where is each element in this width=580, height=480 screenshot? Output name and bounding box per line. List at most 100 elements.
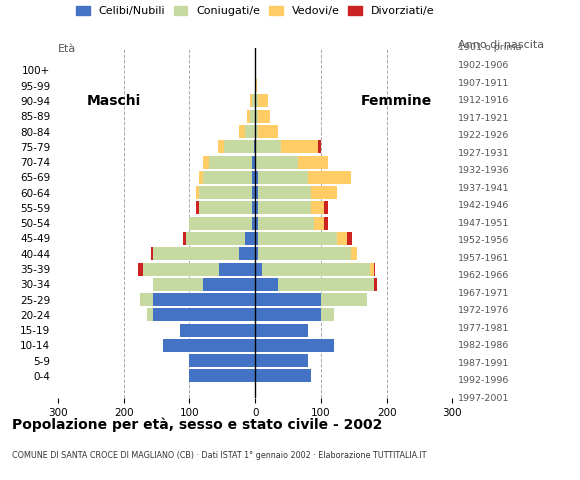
Legend: Celibi/Nubili, Coniugati/e, Vedovi/e, Divorziati/e: Celibi/Nubili, Coniugati/e, Vedovi/e, Di… <box>77 6 434 16</box>
Bar <box>255 293 321 306</box>
Bar <box>324 216 328 230</box>
Bar <box>153 308 255 322</box>
Text: COMUNE DI SANTA CROCE DI MAGLIANO (CB) · Dati ISTAT 1° gennaio 2002 · Elaborazio: COMUNE DI SANTA CROCE DI MAGLIANO (CB) ·… <box>12 451 426 460</box>
Bar <box>259 186 311 199</box>
Bar <box>281 140 318 153</box>
Text: 1922-1926: 1922-1926 <box>458 131 510 140</box>
Bar <box>254 140 255 153</box>
Bar <box>219 263 255 276</box>
Text: 1957-1961: 1957-1961 <box>458 254 510 263</box>
Bar <box>321 308 334 322</box>
Bar <box>186 232 245 245</box>
Bar <box>255 140 281 153</box>
Bar <box>252 171 255 184</box>
Bar <box>153 278 202 291</box>
Bar <box>202 156 209 168</box>
Bar <box>200 171 202 184</box>
Text: 1997-2001: 1997-2001 <box>458 394 510 403</box>
Bar <box>252 186 255 199</box>
Bar <box>250 95 252 108</box>
Text: 1932-1936: 1932-1936 <box>458 166 510 175</box>
Bar <box>209 156 252 168</box>
Bar <box>255 278 278 291</box>
Bar <box>183 232 186 245</box>
Bar <box>255 308 321 322</box>
Bar <box>190 370 255 383</box>
Text: Femmine: Femmine <box>361 94 432 108</box>
Bar <box>259 216 314 230</box>
Bar <box>255 370 311 383</box>
Bar <box>259 95 269 108</box>
Bar <box>259 232 338 245</box>
Bar <box>298 156 328 168</box>
Bar <box>308 171 350 184</box>
Bar <box>255 263 262 276</box>
Bar <box>255 186 259 199</box>
Bar <box>255 171 259 184</box>
Bar <box>370 263 374 276</box>
Text: 1912-1916: 1912-1916 <box>458 96 510 105</box>
Bar <box>245 125 255 138</box>
Bar <box>196 186 200 199</box>
Bar <box>255 247 259 260</box>
Bar <box>255 339 334 352</box>
Bar <box>259 110 270 123</box>
Bar <box>200 202 252 215</box>
Bar <box>200 186 252 199</box>
Text: Anno di nascita: Anno di nascita <box>458 40 544 50</box>
Bar <box>246 110 250 123</box>
Text: 1987-1991: 1987-1991 <box>458 359 510 368</box>
Bar <box>202 278 255 291</box>
Bar <box>190 216 252 230</box>
Text: 1937-1941: 1937-1941 <box>458 184 510 192</box>
Bar <box>252 95 255 108</box>
Bar <box>255 95 259 108</box>
Bar <box>239 125 245 138</box>
Bar <box>143 263 219 276</box>
Text: 1901 o prima: 1901 o prima <box>458 44 521 52</box>
Bar <box>255 79 257 92</box>
Bar <box>190 354 255 367</box>
Text: Maschi: Maschi <box>87 94 141 108</box>
Bar <box>255 125 259 138</box>
Bar <box>151 247 153 260</box>
Text: 1927-1931: 1927-1931 <box>458 149 510 157</box>
Bar <box>252 216 255 230</box>
Bar <box>218 140 224 153</box>
Bar <box>250 110 255 123</box>
Bar <box>180 324 255 336</box>
Bar <box>311 186 338 199</box>
Bar <box>163 339 255 352</box>
Bar <box>255 156 298 168</box>
Text: Popolazione per età, sesso e stato civile - 2002: Popolazione per età, sesso e stato civil… <box>12 418 382 432</box>
Text: 1942-1946: 1942-1946 <box>458 201 510 210</box>
Bar <box>314 216 324 230</box>
Bar <box>347 232 353 245</box>
Text: 1947-1951: 1947-1951 <box>458 219 510 228</box>
Bar <box>255 354 308 367</box>
Bar <box>196 202 200 215</box>
Bar <box>202 171 252 184</box>
Text: 1977-1981: 1977-1981 <box>458 324 510 333</box>
Text: 1992-1996: 1992-1996 <box>458 376 510 385</box>
Bar <box>311 202 324 215</box>
Bar <box>278 278 374 291</box>
Text: 1907-1911: 1907-1911 <box>458 79 510 87</box>
Bar <box>255 216 259 230</box>
Bar <box>245 232 255 245</box>
Text: 1967-1971: 1967-1971 <box>458 289 510 298</box>
Bar <box>252 156 255 168</box>
Bar <box>153 247 239 260</box>
Bar <box>255 202 259 215</box>
Bar <box>255 324 308 336</box>
Bar <box>252 202 255 215</box>
Bar <box>255 232 259 245</box>
Text: 1917-1921: 1917-1921 <box>458 114 510 122</box>
Bar <box>262 263 370 276</box>
Bar <box>147 308 153 322</box>
Bar <box>239 247 255 260</box>
Text: 1952-1956: 1952-1956 <box>458 236 510 245</box>
Bar <box>153 293 255 306</box>
Text: Età: Età <box>58 44 76 54</box>
Bar <box>338 232 347 245</box>
